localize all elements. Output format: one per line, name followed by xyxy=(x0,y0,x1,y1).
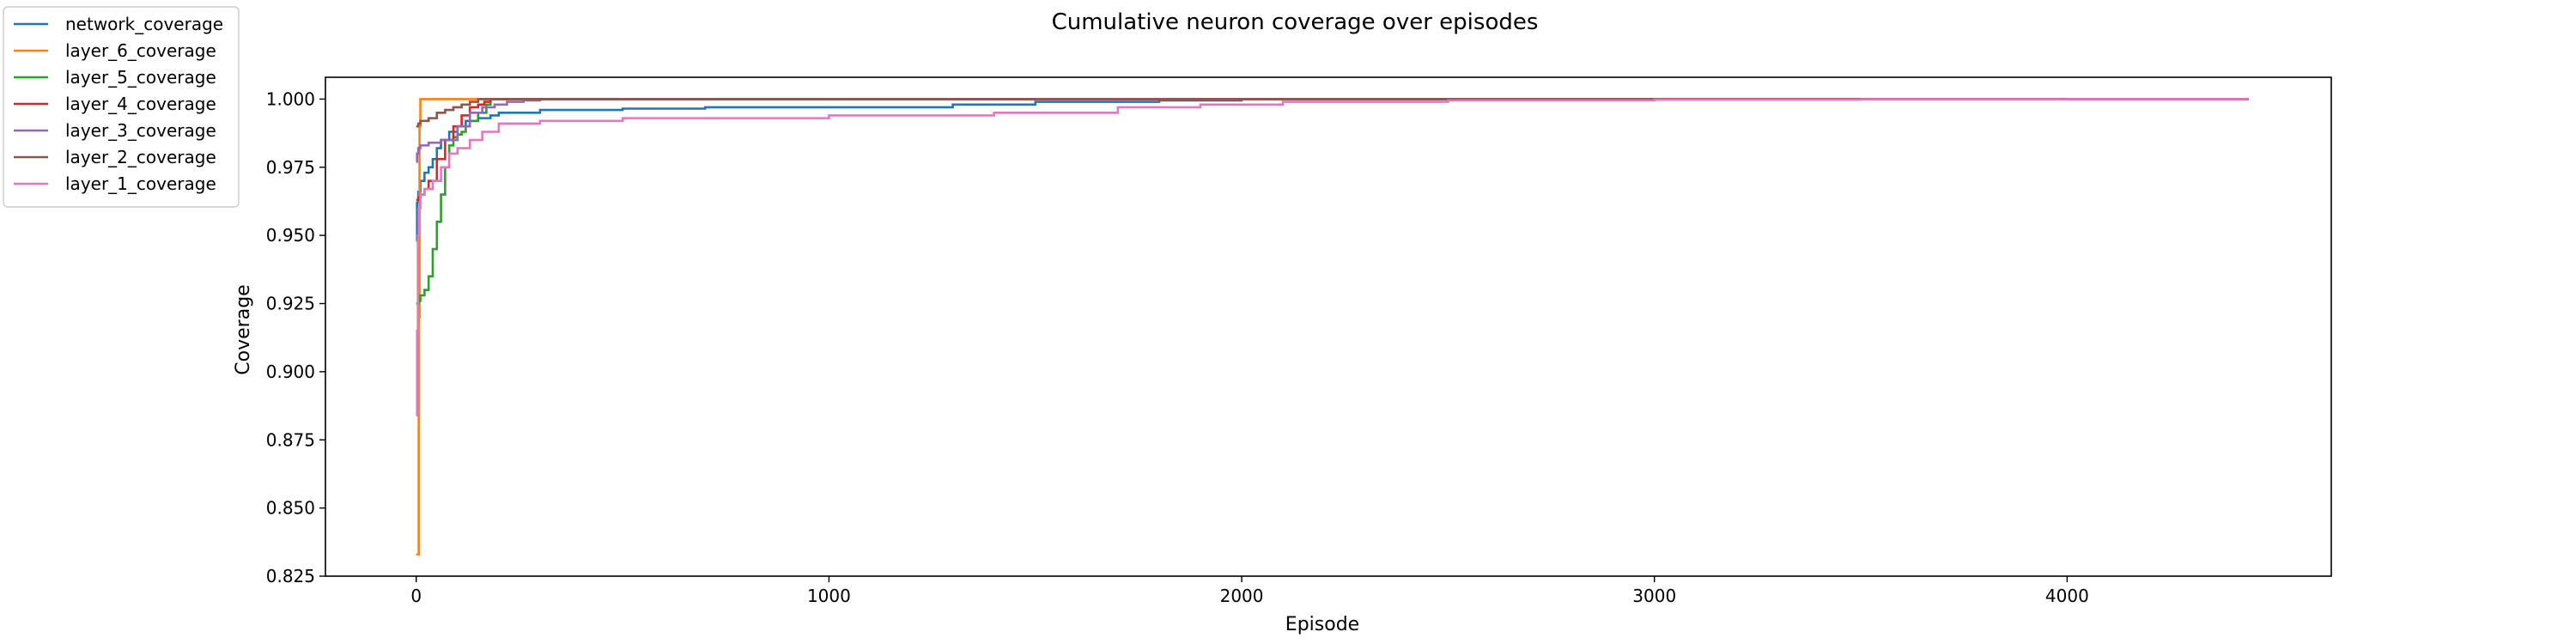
y-axis-label: Coverage xyxy=(233,284,254,374)
legend-label: layer_4_coverage xyxy=(65,94,216,114)
series-line-layer_6_coverage xyxy=(416,98,2249,556)
ticks-layer: 0 1000 2000 3000 4000 0.825 0.850 0.875 0.900 0.9… xyxy=(266,88,2089,606)
legend-label: layer_3_coverage xyxy=(65,120,216,141)
legend: network_coverage layer_6_coverage layer_5_… xyxy=(3,6,240,208)
legend-label: network_coverage xyxy=(65,14,223,34)
legend-label: layer_2_coverage xyxy=(65,147,216,167)
series-line-layer_4_coverage xyxy=(416,98,2249,202)
legend-frame xyxy=(3,6,240,208)
series-layer xyxy=(416,98,2249,556)
plot-area-frame xyxy=(325,76,2332,577)
y-tick-label: 0.875 xyxy=(266,429,315,450)
x-tick-label: 0 xyxy=(410,586,422,606)
x-tick-label: 3000 xyxy=(1632,586,1676,606)
series-line-network_coverage xyxy=(416,98,2249,242)
x-tick-label: 2000 xyxy=(1220,586,1264,606)
chart-title: Cumulative neuron coverage over episodes xyxy=(1052,9,1539,35)
series-line-layer_3_coverage xyxy=(416,98,2249,163)
y-tick-label: 0.975 xyxy=(266,157,315,178)
y-tick-label: 0.925 xyxy=(266,294,315,314)
x-tick-label: 1000 xyxy=(807,586,851,606)
legend-label: layer_1_coverage xyxy=(65,173,216,194)
y-tick-label: 0.850 xyxy=(266,498,315,519)
series-line-layer_5_coverage xyxy=(416,98,2249,305)
x-tick-label: 4000 xyxy=(2045,586,2089,606)
series-line-layer_1_coverage xyxy=(416,98,2249,416)
legend-label: layer_6_coverage xyxy=(65,40,216,61)
y-tick-label: 0.950 xyxy=(266,225,315,246)
y-tick-label: 0.900 xyxy=(266,361,315,382)
legend-label: layer_5_coverage xyxy=(65,67,216,88)
x-axis-label: Episode xyxy=(1285,614,1359,635)
y-tick-label: 1.000 xyxy=(266,88,315,109)
y-tick-label: 0.825 xyxy=(266,566,315,586)
series-line-layer_2_coverage xyxy=(416,98,2249,128)
